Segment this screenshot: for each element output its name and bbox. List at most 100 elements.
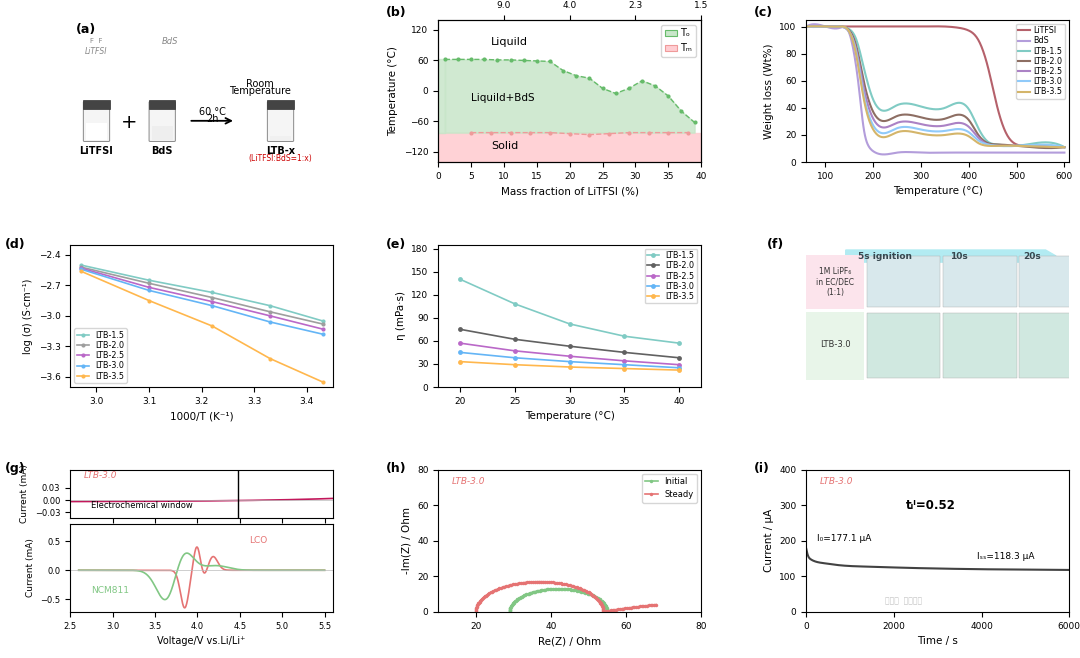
LTB-2.0 — [75, 263, 87, 271]
LTB-1.5 — [1035, 139, 1048, 147]
LTB-3.5 — [800, 22, 813, 30]
LTB-2.5 — [75, 264, 87, 272]
LTB-1.5 — [1058, 143, 1071, 151]
Text: LTB-3.0: LTB-3.0 — [820, 477, 853, 486]
Steady — [649, 601, 662, 609]
LTB-1.5 — [75, 261, 87, 269]
LTB-2.0 — [954, 111, 967, 118]
LTB-1.5 — [509, 300, 522, 308]
LTB-3.5 — [264, 355, 276, 363]
Y-axis label: Current / μA: Current / μA — [764, 509, 773, 572]
LTB-3.0 — [264, 318, 276, 326]
LTB-2.0 — [564, 342, 577, 350]
LTB-1.5 — [316, 317, 329, 325]
LTB-2.0 — [827, 22, 840, 30]
LTB-2.5 — [800, 22, 813, 30]
LTB-2.5 — [800, 22, 813, 30]
Steady — [504, 581, 517, 589]
LiTFSI — [1035, 142, 1048, 150]
LTB-2.0 — [205, 293, 218, 301]
LiTFSI — [929, 22, 942, 30]
X-axis label: Mass fraction of LiTFSI (%): Mass fraction of LiTFSI (%) — [501, 186, 638, 196]
LTB-2.5 — [509, 347, 522, 355]
LTB-3.5 — [955, 130, 968, 138]
LTB-2.0 — [959, 113, 972, 120]
Line: LTB-2.0: LTB-2.0 — [79, 265, 325, 326]
LTB-3.5 — [959, 131, 972, 139]
Text: (LiTFSI:BdS=1:x): (LiTFSI:BdS=1:x) — [248, 154, 312, 163]
Bar — [1020, 313, 1080, 378]
Text: Solid: Solid — [490, 141, 518, 151]
Steady — [470, 608, 483, 616]
X-axis label: Temperature (°C): Temperature (°C) — [893, 186, 983, 196]
Steady — [546, 578, 559, 586]
LTB-3.0 — [1035, 141, 1048, 149]
LTB-3.5 — [1018, 142, 1031, 150]
Text: Iₛₛ=118.3 μA: Iₛₛ=118.3 μA — [977, 552, 1035, 561]
Text: F  F: F F — [91, 38, 103, 44]
Steady — [568, 583, 581, 591]
Line: LTB-2.0: LTB-2.0 — [458, 327, 681, 360]
BdS — [955, 149, 968, 157]
Steady — [597, 605, 610, 613]
LTB-2.0 — [1043, 144, 1056, 152]
LTB-3.0 — [509, 354, 522, 362]
Bar — [943, 256, 1016, 307]
X-axis label: Time / s: Time / s — [917, 636, 958, 646]
Bar — [867, 256, 941, 307]
Y-axis label: Weight loss (Wt%): Weight loss (Wt%) — [764, 43, 773, 139]
Text: (f): (f) — [767, 238, 784, 251]
LTB-2.0 — [509, 336, 522, 343]
Bar — [807, 255, 864, 309]
LTB-3.5 — [143, 297, 156, 305]
Line: LTB-3.0: LTB-3.0 — [79, 267, 325, 336]
LTB-1.5 — [800, 22, 813, 30]
Text: LTB-3.0: LTB-3.0 — [451, 477, 485, 486]
LTB-1.5 — [800, 22, 813, 30]
Y-axis label: log (σ) (S·cm⁻¹): log (σ) (S·cm⁻¹) — [23, 278, 33, 353]
Text: I₀=177.1 μA: I₀=177.1 μA — [816, 534, 872, 543]
Line: LTB-1.5: LTB-1.5 — [79, 263, 325, 323]
FancyBboxPatch shape — [268, 101, 294, 141]
Y-axis label: -Im(Z) / Ohm: -Im(Z) / Ohm — [402, 507, 411, 574]
Text: Room: Room — [245, 79, 273, 89]
Text: NCM811: NCM811 — [91, 586, 130, 595]
Text: 1M LiPF₆
in EC/DEC
(1:1): 1M LiPF₆ in EC/DEC (1:1) — [816, 266, 854, 297]
LTB-2.5 — [316, 325, 329, 333]
LTB-3.5 — [316, 378, 329, 386]
X-axis label: 1000/T (K⁻¹): 1000/T (K⁻¹) — [170, 411, 233, 421]
Text: LTB-x: LTB-x — [266, 147, 295, 157]
Line: LTB-3.5: LTB-3.5 — [807, 26, 1065, 147]
Line: LTB-1.5: LTB-1.5 — [807, 26, 1065, 147]
Line: Initial: Initial — [508, 587, 609, 614]
BdS — [955, 149, 968, 157]
LTB-3.5 — [1056, 143, 1069, 151]
Line: BdS: BdS — [807, 24, 1065, 155]
X-axis label: Re(Z) / Ohm: Re(Z) / Ohm — [538, 636, 602, 646]
BdS — [1036, 149, 1049, 157]
Text: BdS: BdS — [162, 37, 178, 45]
LTB-3.0 — [564, 358, 577, 366]
Legend: LiTFSI, BdS, LTB-1.5, LTB-2.0, LTB-2.5, LTB-3.0, LTB-3.5: LiTFSI, BdS, LTB-1.5, LTB-2.0, LTB-2.5, … — [1016, 24, 1065, 99]
LTB-2.5 — [1035, 141, 1048, 149]
LTB-3.0 — [827, 22, 840, 30]
BdS — [800, 22, 813, 30]
LTB-3.0 — [959, 126, 972, 134]
Line: LTB-3.5: LTB-3.5 — [458, 359, 681, 372]
LTB-1.5 — [454, 275, 467, 283]
Y-axis label: Current (mA): Current (mA) — [21, 465, 29, 524]
Text: (a): (a) — [76, 22, 96, 36]
FancyArrow shape — [846, 250, 1056, 262]
LTB-1.5 — [205, 288, 218, 296]
Text: Liquild+BdS: Liquild+BdS — [471, 93, 535, 103]
Text: (h): (h) — [386, 463, 406, 476]
LiTFSI — [959, 25, 972, 33]
LTB-2.5 — [954, 119, 967, 127]
LTB-2.5 — [264, 312, 276, 320]
LTB-3.0 — [800, 22, 813, 30]
LTB-3.5 — [808, 22, 821, 30]
Text: BdS: BdS — [151, 147, 173, 157]
Bar — [943, 313, 1016, 378]
LTB-2.5 — [955, 119, 968, 127]
LTB-2.5 — [564, 352, 577, 360]
